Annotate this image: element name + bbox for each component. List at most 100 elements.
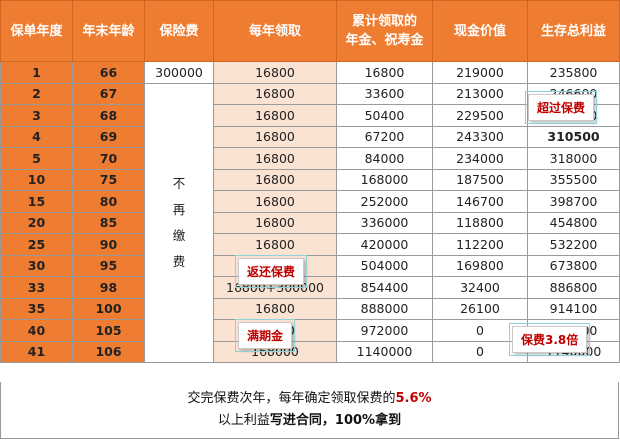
cell-policy-year: 4 — [0, 125, 73, 148]
table-row: 267不再缴费1680033600213000246600 — [0, 82, 620, 363]
cell-total-benefit: 318000 — [527, 147, 620, 170]
cell-total-benefit: 673800 — [527, 254, 620, 277]
cell-age: 67 — [72, 82, 145, 105]
cell-policy-year: 25 — [0, 233, 73, 256]
cell-cash-value: 26100 — [432, 297, 528, 320]
cell-policy-year: 41 — [0, 340, 73, 363]
cell-total-benefit: 310500 — [527, 125, 620, 148]
cell-age: 100 — [72, 297, 145, 320]
header-policy-year: 保单年度 — [0, 0, 73, 62]
cell-total-benefit: 398700 — [527, 190, 620, 213]
header-premium: 保险费 — [144, 0, 214, 62]
header-age: 年末年龄 — [72, 0, 145, 62]
cell-annual: 16800 — [213, 104, 337, 127]
cell-policy-year: 30 — [0, 254, 73, 277]
footer-line1: 交完保费次年，每年确定领取保费的5.6% — [1, 388, 618, 410]
footer-line2: 以上利益写进合同，100%拿到 — [1, 410, 618, 432]
footer-line2-text: 以上利益 — [217, 413, 270, 428]
footer-percentage: 5.6% — [395, 391, 432, 406]
cell-total-benefit: 235800 — [527, 61, 620, 84]
cell-total-benefit: 532200 — [527, 233, 620, 256]
cell-total-benefit: 355500 — [527, 168, 620, 191]
cell-annual: 16800 — [213, 211, 337, 234]
cell-cumulative: 972000 — [336, 319, 433, 342]
cell-annual: 16800 — [213, 125, 337, 148]
cell-total-benefit: 886800 — [527, 276, 620, 299]
no-pay-note: 不再缴费 — [144, 82, 214, 363]
cell-age: 98 — [72, 276, 145, 299]
table-row: 20 85 16800 336000 118800 454800 — [0, 211, 620, 234]
table-row: 35 100 16800 888000 26100 914100 — [0, 297, 620, 320]
cell-age: 85 — [72, 211, 145, 234]
cell-policy-year: 33 — [0, 276, 73, 299]
cell-cash-value: 213000 — [432, 82, 528, 105]
cell-policy-year: 1 — [0, 61, 73, 84]
cell-cumulative: 33600 — [336, 82, 433, 105]
cell-premium: 300000 — [144, 61, 214, 84]
table-row: 5 70 16800 84000 234000 318000 — [0, 147, 620, 170]
cell-cash-value: 243300 — [432, 125, 528, 148]
no-pay-char: 费 — [172, 253, 186, 269]
table-row: 33 98 16800+300000 854400 32400 886800 — [0, 276, 620, 299]
cell-age: 90 — [72, 233, 145, 256]
table-row: 309516800504000169800673800 — [0, 254, 620, 277]
table-row: 1 66 300000 16800 16800 219000 235800 — [0, 61, 620, 84]
table-row: 25 90 16800 420000 112200 532200 — [0, 233, 620, 256]
cell-annual: 16800 — [213, 168, 337, 191]
cell-cumulative: 67200 — [336, 125, 433, 148]
header-cash-value: 现金价值 — [432, 0, 528, 62]
cell-age: 105 — [72, 319, 145, 342]
no-pay-char: 不 — [172, 175, 186, 191]
cell-cash-value: 219000 — [432, 61, 528, 84]
footer-note: 交完保费次年，每年确定领取保费的5.6% 以上利益写进合同，100%拿到 — [0, 382, 619, 439]
cell-cash-value: 234000 — [432, 147, 528, 170]
cell-policy-year: 15 — [0, 190, 73, 213]
cell-cumulative: 16800 — [336, 61, 433, 84]
cell-age: 70 — [72, 147, 145, 170]
footer-line2-bold: 写进合同，100%拿到 — [269, 413, 402, 428]
cell-cumulative: 854400 — [336, 276, 433, 299]
cell-cash-value: 187500 — [432, 168, 528, 191]
benefit-table: 保单年度 年末年龄 保险费 每年领取 累计领取的 年金、祝寿金 现金价值 生存总… — [0, 0, 620, 363]
table-row: 3681680050400229500279900 — [0, 104, 620, 127]
cell-policy-year: 40 — [0, 319, 73, 342]
cell-cumulative: 168000 — [336, 168, 433, 191]
table-row: 15 80 16800 252000 146700 398700 — [0, 190, 620, 213]
cell-policy-year: 10 — [0, 168, 73, 191]
cell-annual: 16800 — [213, 147, 337, 170]
header-row: 保单年度 年末年龄 保险费 每年领取 累计领取的 年金、祝寿金 现金价值 生存总… — [0, 0, 620, 62]
cell-cash-value: 112200 — [432, 233, 528, 256]
cell-cash-value: 118800 — [432, 211, 528, 234]
cell-cash-value: 169800 — [432, 254, 528, 277]
cell-total-benefit: 454800 — [527, 211, 620, 234]
callout-exceed-premium: 超过保费 — [524, 91, 598, 124]
header-cumulative: 累计领取的 年金、祝寿金 — [336, 0, 433, 62]
cell-cash-value: 229500 — [432, 104, 528, 127]
cell-annual: 16800 — [213, 61, 337, 84]
cell-age: 80 — [72, 190, 145, 213]
cell-cumulative: 84000 — [336, 147, 433, 170]
cell-annual: 16800 — [213, 190, 337, 213]
cell-age: 75 — [72, 168, 145, 191]
cell-policy-year: 35 — [0, 297, 73, 320]
cell-total-benefit: 914100 — [527, 297, 620, 320]
cell-policy-year: 20 — [0, 211, 73, 234]
cell-cumulative: 888000 — [336, 297, 433, 320]
cell-annual: 16800 — [213, 297, 337, 320]
cell-cumulative: 252000 — [336, 190, 433, 213]
cell-cumulative: 336000 — [336, 211, 433, 234]
cell-policy-year: 2 — [0, 82, 73, 105]
callout-return-premium: 返还保费 — [234, 255, 308, 288]
cell-cumulative: 420000 — [336, 233, 433, 256]
no-pay-char: 再 — [172, 201, 186, 217]
header-cumulative-line2: 年金、祝寿金 — [345, 33, 424, 48]
cell-cumulative: 1140000 — [336, 340, 433, 363]
cell-annual: 16800 — [213, 82, 337, 105]
callout-multiple: 保费3.8倍 — [508, 323, 591, 356]
header-cumulative-line1: 累计领取的 — [351, 14, 417, 29]
callout-maturity: 满期金 — [234, 319, 296, 352]
table-row: 4 69 16800 67200 243300 310500 — [0, 125, 620, 148]
cell-policy-year: 3 — [0, 104, 73, 127]
cell-annual: 16800 — [213, 233, 337, 256]
